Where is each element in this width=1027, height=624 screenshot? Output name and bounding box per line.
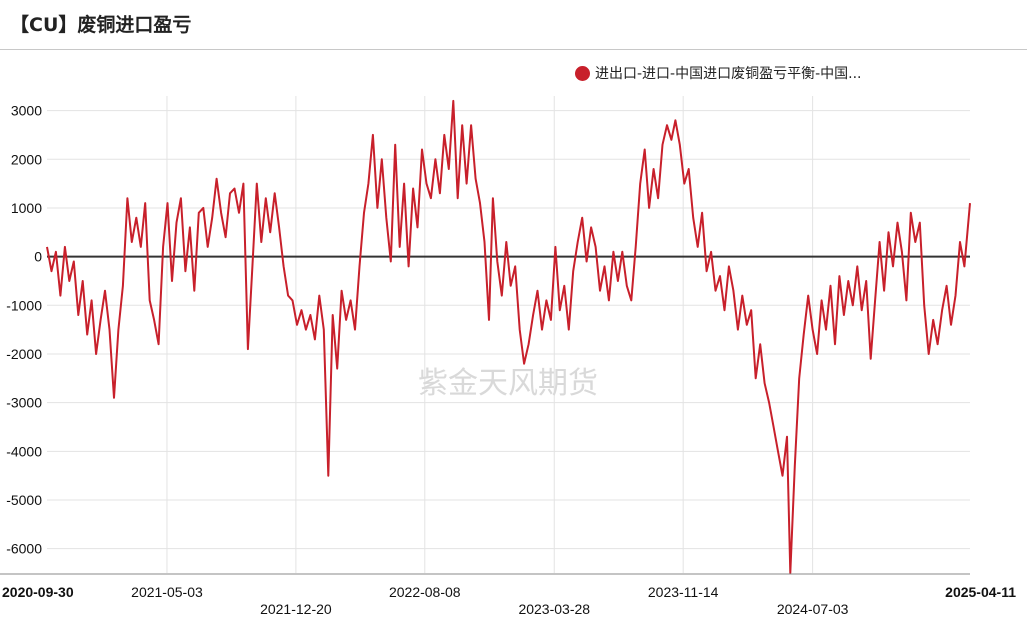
x-tick-label: 2020-09-30: [2, 584, 74, 600]
y-tick-label: 3000: [11, 103, 42, 119]
y-tick-label: -2000: [6, 346, 42, 362]
legend-marker-icon: [575, 65, 590, 81]
legend[interactable]: 进出口-进口-中国进口废铜盈亏平衡-中国...: [575, 63, 862, 83]
legend-label: 进出口-进口-中国进口废铜盈亏平衡-中国...: [595, 66, 862, 82]
series-layer: [46, 99, 971, 574]
x-tick-label: 2023-03-28: [518, 601, 590, 617]
y-tick-label: 2000: [11, 151, 42, 167]
x-tick-label: 2022-08-08: [389, 584, 461, 600]
x-tick-labels: 2020-09-30 2021-05-03 2021-12-20 2022-08-08…: [2, 584, 1016, 617]
chart-title: 【CU】废铜进口盈亏: [10, 14, 192, 36]
y-tick-label: 1000: [11, 200, 42, 216]
y-tick-labels: 3000 2000 1000 0 -1000 -2000 -3000 -4000 -5000 -6…: [6, 103, 42, 557]
x-tick-label: 2021-05-03: [131, 584, 203, 600]
x-tick-label: 2024-07-03: [777, 601, 849, 617]
y-tick-label: -5000: [6, 492, 42, 508]
title-divider: [0, 49, 1027, 50]
x-tick-label: 2025-04-11: [945, 584, 1016, 600]
x-tick-label: 2021-12-20: [260, 601, 332, 617]
series-line: [46, 99, 971, 574]
x-tick-label: 2023-11-14: [648, 584, 719, 600]
y-tick-label: -6000: [6, 541, 42, 557]
y-tick-label: -4000: [6, 443, 42, 459]
y-tick-label: 0: [34, 249, 42, 265]
y-tick-label: -3000: [6, 395, 42, 411]
watermark: 紫金天风期货: [418, 366, 598, 401]
grid-lines: [47, 96, 970, 573]
y-tick-label: -1000: [6, 297, 42, 313]
